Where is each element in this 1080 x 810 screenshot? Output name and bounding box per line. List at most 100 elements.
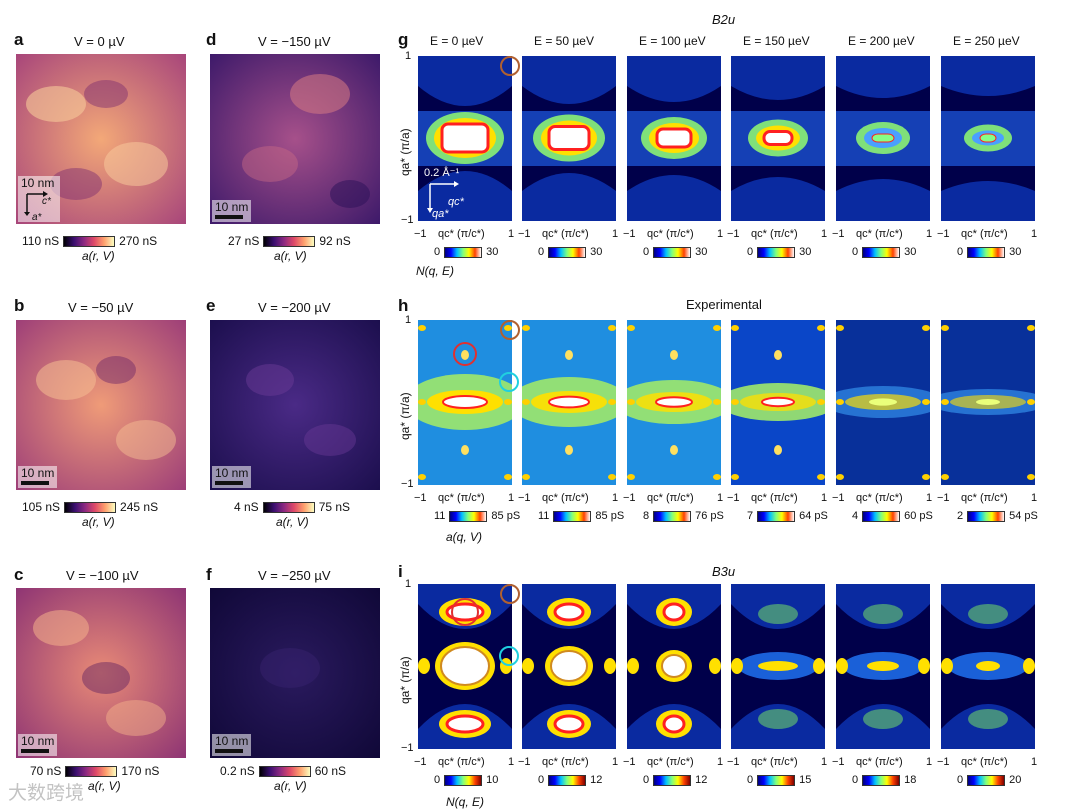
jet-gradient bbox=[967, 510, 1006, 522]
jet-gradient bbox=[967, 246, 1006, 258]
y-axis-label: qa* (π/a) bbox=[398, 128, 412, 176]
colorbar-min: 0 bbox=[957, 774, 964, 786]
x-axis-label-1: qc* (π/c*) bbox=[542, 228, 589, 240]
panel-label-d: d bbox=[206, 30, 217, 49]
colorbar-min: 0 bbox=[434, 246, 441, 258]
colorbar-max: 30 bbox=[1009, 246, 1022, 258]
scale-bar-e bbox=[215, 481, 243, 485]
x-axis-label-5: qc* (π/c*) bbox=[961, 228, 1008, 240]
jet-gradient bbox=[757, 246, 796, 258]
colorbar-max: 20 bbox=[1009, 774, 1022, 786]
colorbar-max: 10 bbox=[486, 774, 499, 786]
colorbar-max: 30 bbox=[799, 246, 812, 258]
x-tick-neg-4: −1 bbox=[832, 228, 845, 240]
x-tick-neg-0: −1 bbox=[414, 492, 427, 504]
scale-label-f: 10 nm bbox=[215, 734, 249, 748]
x-tick-neg-1: −1 bbox=[518, 756, 531, 768]
scale-bar-c bbox=[21, 749, 49, 753]
x-axis-label-3: qc* (π/c*) bbox=[751, 492, 798, 504]
jet-gradient bbox=[444, 246, 483, 258]
colorbar-min: 0 bbox=[957, 246, 964, 258]
x-tick-pos-0: 1 bbox=[508, 756, 515, 768]
colorbar-row_g-4: 0 30 bbox=[852, 246, 916, 258]
colorbar-c-label: a(r, V) bbox=[88, 779, 121, 793]
row-i-caption: N(q, E) bbox=[446, 795, 485, 809]
x-tick-pos-3: 1 bbox=[821, 756, 828, 768]
row-i-title: B3u bbox=[712, 564, 736, 579]
magma-gradient bbox=[258, 765, 311, 777]
x-tick-neg-1: −1 bbox=[518, 228, 531, 240]
colorbar-row_i-4: 0 18 bbox=[852, 774, 916, 786]
marker-circle-brown bbox=[500, 56, 520, 76]
magma-gradient bbox=[263, 235, 316, 247]
colorbar-f-max: 60 nS bbox=[314, 764, 347, 778]
colorbar-max: 30 bbox=[486, 246, 499, 258]
x-tick-neg-0: −1 bbox=[414, 228, 427, 240]
scale-box-e: 10 nm bbox=[212, 466, 252, 488]
x-tick-pos-1: 1 bbox=[612, 756, 619, 768]
scale-label-c: 10 nm bbox=[21, 734, 55, 748]
y-tick-neg: −1 bbox=[401, 742, 414, 754]
colorbar-min: 0 bbox=[852, 246, 859, 258]
colorbar-c: 70 nS 170 nS bbox=[30, 764, 159, 778]
x-axis-label-4: qc* (π/c*) bbox=[856, 228, 903, 240]
panel-e-title: V = −200 µV bbox=[258, 300, 331, 315]
x-axis-label-3: qc* (π/c*) bbox=[751, 228, 798, 240]
jet-gradient bbox=[548, 246, 587, 258]
scale-bar-b bbox=[21, 481, 49, 485]
jet-gradient bbox=[862, 774, 901, 786]
jet-gradient bbox=[967, 774, 1006, 786]
energy-title-2: E = 100 µeV bbox=[639, 34, 706, 48]
colorbar-e-min: 4 nS bbox=[234, 500, 259, 514]
marker-circle-red bbox=[453, 342, 477, 366]
row_g-panel-2 bbox=[627, 56, 721, 221]
colorbar-d-label: a(r, V) bbox=[274, 249, 307, 263]
panel-label-b: b bbox=[14, 296, 25, 315]
panel-label-h: h bbox=[398, 296, 409, 315]
x-tick-pos-2: 1 bbox=[717, 756, 724, 768]
colorbar-e-max: 75 nS bbox=[318, 500, 351, 514]
colorbar-e: 4 nS 75 nS bbox=[234, 500, 350, 514]
x-tick-pos-5: 1 bbox=[1031, 492, 1038, 504]
jet-gradient bbox=[548, 774, 587, 786]
colorbar-c-min: 70 nS bbox=[30, 764, 62, 778]
x-axis-label-2: qc* (π/c*) bbox=[647, 756, 694, 768]
colorbar-min: 0 bbox=[747, 246, 754, 258]
jet-gradient bbox=[653, 246, 692, 258]
colorbar-b-max: 245 nS bbox=[120, 500, 159, 514]
x-axis-label-0: qc* (π/c*) bbox=[438, 756, 485, 768]
x-axis-label-3: qc* (π/c*) bbox=[751, 756, 798, 768]
colorbar-row_h-1: 11 85 pS bbox=[538, 510, 624, 522]
jet-gradient bbox=[553, 510, 592, 522]
colorbar-row_h-3: 7 64 pS bbox=[747, 510, 828, 522]
jet-gradient bbox=[653, 510, 692, 522]
marker-circle-brown bbox=[500, 584, 520, 604]
x-tick-pos-3: 1 bbox=[821, 228, 828, 240]
x-tick-neg-3: −1 bbox=[727, 228, 740, 240]
colorbar-a-max: 270 nS bbox=[119, 234, 158, 248]
row_h-panel-4 bbox=[836, 320, 930, 485]
y-axis-label: qa* (π/a) bbox=[398, 392, 412, 440]
colorbar-d-min: 27 nS bbox=[228, 234, 260, 248]
colorbar-f-label: a(r, V) bbox=[274, 779, 307, 793]
x-tick-neg-3: −1 bbox=[727, 756, 740, 768]
scale-bar-f bbox=[215, 749, 243, 753]
scale-box-a: 10 nm c* a* bbox=[18, 176, 60, 223]
colorbar-min: 0 bbox=[538, 774, 545, 786]
stm-map-c: 10 nm bbox=[16, 588, 186, 758]
y-tick-pos: 1 bbox=[405, 50, 412, 62]
stm-map-e: 10 nm bbox=[210, 320, 380, 490]
colorbar-d-max: 92 nS bbox=[319, 234, 351, 248]
x-tick-pos-4: 1 bbox=[926, 756, 933, 768]
marker-circle-red bbox=[451, 598, 479, 626]
marker-circle-brown bbox=[500, 320, 520, 340]
scale-label-a: 10 nm bbox=[21, 176, 55, 190]
energy-title-1: E = 50 µeV bbox=[534, 34, 594, 48]
row-g-title: B2u bbox=[712, 12, 736, 27]
colorbar-min: 0 bbox=[538, 246, 545, 258]
scale-label-b: 10 nm bbox=[21, 466, 55, 480]
jet-gradient bbox=[444, 774, 483, 786]
inset-qa-label: qa* bbox=[432, 208, 449, 220]
colorbar-min: 0 bbox=[434, 774, 441, 786]
colorbar-a-min: 110 nS bbox=[22, 234, 60, 248]
